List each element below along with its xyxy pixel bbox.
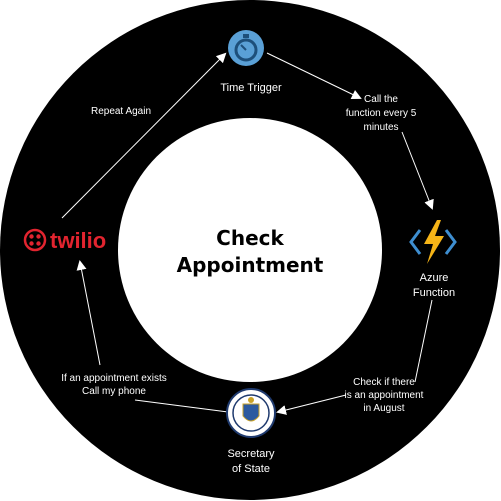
- twilio-dot: [36, 241, 41, 246]
- twilio-dot: [29, 234, 34, 239]
- edge-label-line: function every 5: [346, 108, 417, 119]
- edge-label-line: Call the: [364, 94, 398, 105]
- inner-circle: [118, 118, 382, 382]
- stopwatch-button: [243, 34, 249, 38]
- edge-label-line: minutes: [363, 122, 398, 133]
- edge-label-line: Call my phone: [82, 386, 146, 397]
- state-seal-shield: [242, 403, 260, 422]
- twilio-node: twilio: [23, 228, 106, 253]
- edge-label-line: is an appointment: [345, 390, 424, 401]
- azure-label-line2: Function: [413, 287, 455, 299]
- sos-label-line1: Secretary: [227, 448, 275, 460]
- state-seal-crest: [248, 397, 254, 403]
- edge-label-azure-to-sos: Check if there is an appointment in Augu…: [345, 377, 424, 414]
- edge-label-line: in August: [363, 403, 404, 414]
- time-trigger-node: Time Trigger: [220, 30, 282, 94]
- azure-left-bracket: [409, 229, 422, 255]
- twilio-dot: [36, 234, 41, 239]
- twilio-dot: [29, 241, 34, 246]
- arrow-trigger-to-azure-lower: [401, 131, 434, 210]
- edge-label-sos-to-twilio: If an appointment exists Call my phone: [61, 373, 167, 397]
- edge-label-line: Check if there: [353, 377, 415, 388]
- secretary-of-state-node: Secretary of State: [226, 388, 276, 475]
- twilio-wordmark: twilio: [50, 228, 106, 253]
- azure-function-node: Azure Function: [409, 220, 457, 299]
- arrow-azure-to-sos: [414, 299, 433, 383]
- arrow-sos-to-twilio: [134, 399, 229, 413]
- edge-label-line: If an appointment exists: [61, 373, 167, 384]
- azure-label-line1: Azure: [420, 272, 449, 284]
- twilio-logo-icon: [23, 228, 47, 252]
- stopwatch-hand: [240, 44, 247, 51]
- arrow-trigger-to-azure: [266, 52, 362, 100]
- edge-label-trigger-to-azure: Call the function every 5 minutes: [346, 94, 417, 133]
- edge-label-line: Repeat Again: [91, 106, 151, 117]
- arrow-azure-to-sos-lower: [276, 394, 347, 415]
- lightning-bolt-icon: [424, 220, 444, 264]
- edge-label-twilio-to-trigger: Repeat Again: [91, 106, 151, 117]
- state-seal-ring: [232, 394, 270, 432]
- center-title-line2: Appointment: [177, 253, 324, 277]
- flow-arrows: [61, 52, 434, 415]
- center-title-line1: Check: [216, 226, 284, 250]
- azure-right-bracket: [444, 229, 457, 255]
- sos-label-line2: of State: [232, 463, 270, 475]
- time-trigger-label: Time Trigger: [220, 82, 282, 94]
- stopwatch-face: [234, 38, 258, 62]
- arrow-twilio-to-trigger: [61, 52, 227, 219]
- arrow-sos-to-twilio-upper: [76, 260, 101, 366]
